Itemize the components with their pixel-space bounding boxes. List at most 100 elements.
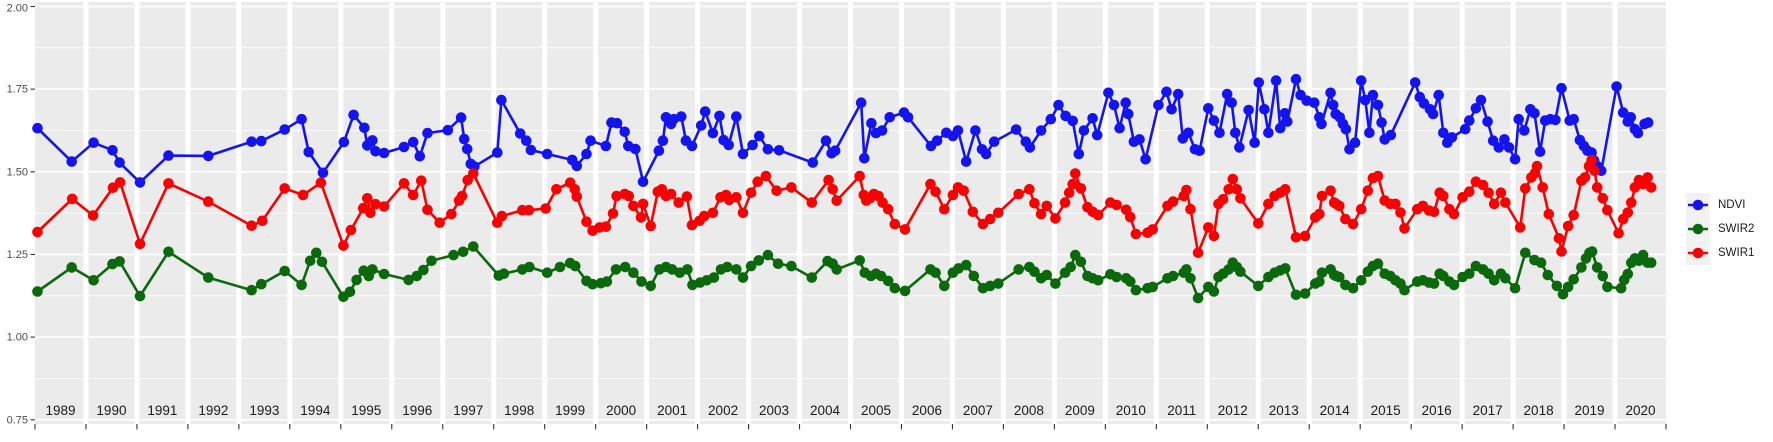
data-point-SWIR1: [1181, 184, 1192, 196]
data-point-SWIR1: [882, 203, 894, 215]
data-point-NDVI: [1290, 73, 1302, 85]
data-point-NDVI: [952, 125, 964, 136]
data-point-SWIR1: [1041, 200, 1052, 212]
data-point-NDVI: [1499, 134, 1510, 145]
data-point-SWIR1: [681, 191, 693, 202]
data-point-NDVI: [1214, 127, 1225, 139]
data-point-SWIR1: [1642, 172, 1653, 183]
data-point-NDVI: [1364, 127, 1375, 139]
data-point-SWIR1: [571, 191, 583, 202]
legend: NDVI SWIR2 SWIR1: [1686, 193, 1754, 265]
data-point-SWIR2: [786, 260, 797, 272]
data-point-NDVI: [1270, 75, 1282, 86]
data-point-SWIR1: [1483, 187, 1494, 198]
data-point-SWIR1: [925, 178, 936, 190]
data-point-SWIR2: [426, 255, 437, 267]
data-point-SWIR2: [570, 260, 581, 272]
data-point-SWIR2: [889, 282, 901, 294]
data-point-SWIR2: [1428, 278, 1440, 289]
data-point-SWIR1: [1645, 182, 1657, 193]
data-point-SWIR1: [1622, 207, 1634, 218]
data-point-NDVI: [1327, 99, 1339, 111]
year-label: 1997: [453, 403, 483, 418]
year-label: 2014: [1320, 403, 1351, 418]
data-point-NDVI: [773, 145, 785, 156]
data-point-NDVI: [134, 177, 146, 188]
data-point-SWIR2: [899, 285, 911, 297]
data-point-SWIR1: [947, 189, 959, 201]
data-point-NDVI: [1067, 115, 1078, 127]
year-label: 2012: [1218, 403, 1248, 418]
data-point-SWIR1: [628, 200, 639, 212]
data-point-SWIR1: [760, 170, 772, 182]
data-point-NDVI: [1024, 142, 1036, 153]
data-point-NDVI: [1226, 97, 1237, 108]
data-point-NDVI: [1475, 94, 1487, 106]
data-point-SWIR2: [1111, 271, 1122, 283]
data-point-SWIR1: [551, 184, 562, 195]
data-point-NDVI: [1120, 97, 1131, 108]
data-point-SWIR2: [745, 260, 757, 272]
data-point-SWIR1: [279, 183, 291, 194]
data-point-NDVI: [1509, 154, 1521, 165]
legend-entry-swir1: SWIR1: [1686, 241, 1754, 265]
data-point-NDVI: [1385, 129, 1397, 141]
data-point-NDVI: [496, 94, 507, 106]
data-point-NDVI: [630, 143, 641, 155]
data-point-NDVI: [317, 167, 329, 179]
data-point-SWIR1: [1192, 247, 1204, 259]
data-point-SWIR2: [1509, 282, 1521, 294]
data-point-NDVI: [338, 136, 350, 148]
data-point-NDVI: [1208, 115, 1220, 126]
y-tick-label: 1.25: [7, 249, 28, 261]
data-point-NDVI: [1611, 81, 1622, 92]
data-point-NDVI: [1234, 142, 1245, 153]
data-point-NDVI: [1263, 127, 1274, 139]
data-point-SWIR1: [1464, 186, 1475, 197]
year-label: 1994: [300, 403, 331, 418]
year-label: 2009: [1065, 403, 1095, 418]
data-point-SWIR2: [448, 249, 459, 261]
data-point-SWIR1: [1290, 232, 1302, 243]
data-point-SWIR1: [786, 182, 797, 193]
data-point-SWIR1: [257, 215, 268, 227]
data-point-SWIR1: [1299, 230, 1311, 242]
year-label: 2000: [606, 403, 636, 418]
data-point-SWIR2: [1535, 257, 1547, 269]
data-point-SWIR2: [304, 255, 316, 267]
data-point-SWIR1: [1075, 183, 1087, 194]
data-point-NDVI: [1556, 82, 1567, 94]
data-point-SWIR2: [1280, 263, 1291, 274]
data-point-SWIR2: [344, 286, 356, 298]
data-point-SWIR1: [1589, 165, 1600, 177]
data-point-NDVI: [807, 157, 819, 168]
year-label: 2010: [1116, 403, 1146, 418]
data-point-NDVI: [1073, 148, 1085, 160]
data-point-NDVI: [884, 112, 895, 123]
data-point-SWIR1: [1235, 193, 1246, 204]
data-point-SWIR2: [731, 264, 742, 275]
data-point-SWIR2: [737, 272, 749, 283]
data-point-SWIR2: [610, 264, 622, 275]
data-point-SWIR1: [540, 203, 551, 214]
data-point-SWIR2: [762, 249, 774, 261]
data-point-SWIR1: [378, 201, 390, 212]
data-point-SWIR2: [753, 255, 765, 266]
data-point-NDVI: [255, 135, 267, 147]
data-point-NDVI: [1153, 99, 1164, 111]
data-point-NDVI: [585, 135, 596, 146]
data-point-NDVI: [1446, 132, 1458, 143]
data-point-SWIR1: [645, 220, 656, 232]
data-point-NDVI: [1438, 127, 1449, 139]
data-point-SWIR2: [1125, 276, 1136, 287]
data-point-SWIR2: [1029, 266, 1040, 278]
data-point-SWIR2: [1520, 247, 1531, 259]
data-point-NDVI: [1316, 118, 1327, 130]
data-point-NDVI: [737, 148, 749, 160]
data-point-NDVI: [611, 117, 623, 129]
data-point-SWIR2: [1314, 276, 1325, 287]
data-point-SWIR2: [1602, 281, 1613, 293]
data-point-NDVI: [699, 106, 711, 117]
data-point-SWIR1: [673, 197, 684, 208]
data-point-SWIR2: [351, 274, 362, 286]
